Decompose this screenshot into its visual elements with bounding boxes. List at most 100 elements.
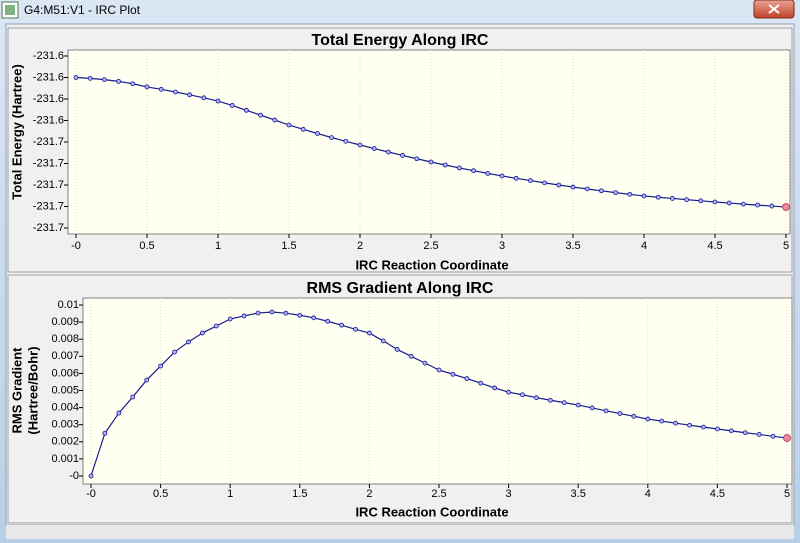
data-point [408,353,414,359]
y-tick-label: -231.6 [33,114,64,126]
data-point [783,434,791,442]
data-point [158,363,164,369]
data-point [241,313,247,319]
data-point [428,159,434,165]
x-tick-label: 4.5 [707,240,722,252]
x-tick-label: 4 [641,240,647,252]
data-point [770,433,776,439]
data-point [357,142,363,148]
data-point [283,310,289,316]
data-point [272,117,278,123]
x-tick-label: -0 [86,488,96,500]
data-point [769,203,775,209]
data-point [478,380,484,386]
chart-title: Total Energy Along IRC [312,32,489,49]
data-point [186,339,191,345]
y-tick-label: 0.004 [51,402,79,414]
data-point [456,165,462,171]
data-point [87,75,93,81]
data-point [450,371,456,377]
y-tick-label: 0.005 [51,384,79,396]
x-tick-label: 1.5 [292,488,307,500]
data-point [102,430,108,436]
data-point [366,330,372,336]
data-point [314,131,320,136]
y-tick-label: -231.7 [33,157,64,169]
data-point [589,405,595,411]
data-point [534,395,539,401]
y-tick-label: -231.6 [33,50,64,62]
data-point [670,196,675,201]
data-point [492,385,498,391]
data-point [311,315,317,321]
x-tick-label: 5 [783,240,789,252]
data-point [726,200,732,206]
data-point [329,135,335,140]
data-point [471,168,477,174]
data-point [144,84,150,90]
x-tick-label: 4.5 [710,488,725,500]
x-tick-label: 1 [215,240,221,252]
data-point [673,420,679,426]
data-point [464,376,470,381]
data-point [520,392,525,398]
data-point [613,190,618,196]
y-tick-label: -0 [69,470,79,482]
data-point [286,122,292,128]
data-point [380,338,386,344]
data-point [756,432,762,437]
data-point [269,309,275,315]
data-point [645,416,651,422]
x-tick-label: -0 [71,240,81,252]
y-tick-label: 0.006 [51,367,79,379]
data-point [755,202,760,208]
data-point [506,389,512,395]
data-point [116,78,121,84]
data-point [353,326,358,332]
x-axis-label: IRC Reaction Coordinate [355,504,508,519]
data-point [73,75,79,80]
data-point [325,318,331,324]
data-point [172,89,178,95]
x-tick-label: 3 [506,488,512,500]
data-point [102,77,107,83]
x-tick-label: 1 [227,488,233,500]
data-point [575,402,581,408]
data-point [215,98,221,104]
data-point [528,178,533,183]
data-point [201,95,207,101]
y-axis-label: RMS Gradient [9,347,24,434]
y-tick-label: -231.7 [33,179,64,191]
data-point [742,430,748,436]
y-tick-label: -231.6 [33,71,64,83]
data-point [659,418,665,424]
data-point [627,191,633,197]
data-point [556,182,562,188]
data-point [144,377,150,383]
x-tick-label: 3 [499,240,505,252]
x-tick-label: 4 [645,488,651,500]
x-tick-label: 2.5 [431,488,446,500]
data-point [542,180,547,186]
y-tick-label: 0.007 [51,350,79,362]
data-point [414,156,420,162]
data-point [603,408,609,414]
y-tick-label: 0.001 [51,453,79,465]
app-icon-inner [5,5,15,15]
data-point [701,424,706,430]
data-point [570,184,576,190]
data-point [130,394,136,400]
data-point [687,422,692,428]
data-point [684,197,689,203]
x-tick-label: 3.5 [565,240,580,252]
data-point [258,112,264,118]
data-point [715,426,720,432]
x-axis-label: IRC Reaction Coordinate [355,257,508,272]
data-point [741,201,746,207]
y-tick-label: -231.6 [33,93,64,105]
data-point [385,149,391,155]
x-tick-label: 1.5 [281,240,296,252]
data-point [213,323,219,329]
y-axis-label: Total Energy (Hartree) [9,64,24,200]
